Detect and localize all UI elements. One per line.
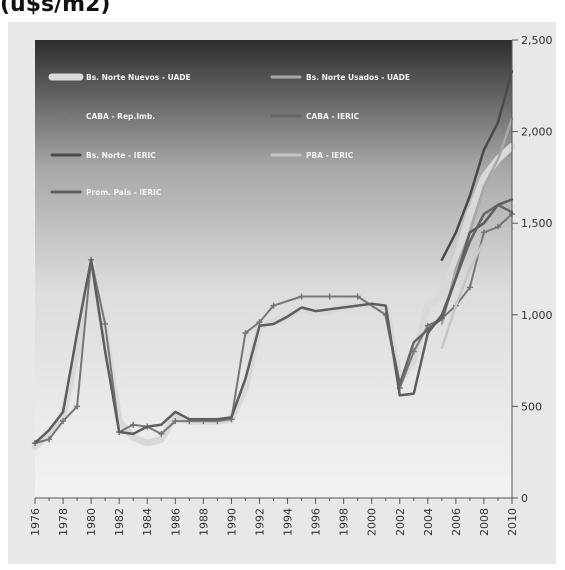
series-2-point-24 [424, 322, 431, 329]
x-tick-label-10: 1996 [310, 508, 323, 536]
series-2-point-5 [102, 320, 109, 327]
y-tick-label-4: 2,000 [521, 126, 553, 139]
x-tick-label-11: 1998 [338, 508, 351, 536]
series-2-point-10 [172, 418, 179, 425]
legend-label-4: Bs. Norte - IERIC [86, 151, 156, 160]
series-2-point-19 [326, 293, 333, 300]
y-tick-label-3: 1,500 [521, 217, 553, 230]
y-tick-label-0: 0 [521, 492, 528, 505]
series-line-5 [440, 227, 514, 350]
series-line-6 [33, 198, 514, 445]
series-2-point-1 [46, 436, 53, 443]
series-2-point-15 [242, 330, 249, 337]
series-line-1 [440, 117, 514, 326]
x-tick-label-14: 2004 [422, 508, 435, 536]
x-tick-label-8: 1992 [253, 508, 266, 536]
x-tick-label-17: 2010 [506, 508, 519, 536]
x-tick-label-16: 2008 [478, 508, 491, 536]
legend-item-1: Bs. Norte Usados - UADE [270, 73, 410, 82]
y-tick-label-2: 1,000 [521, 309, 553, 322]
x-tick-label-13: 2002 [394, 508, 407, 536]
chart-title: (u$s/m2) [0, 0, 111, 17]
series-2-point-20 [354, 293, 361, 300]
series-line-4 [440, 69, 514, 262]
legend-item-3: CABA - IERIC [270, 112, 360, 121]
series-2-point-7 [130, 421, 137, 428]
series-2-point-9 [158, 430, 165, 437]
series-2-point-17 [270, 302, 277, 309]
x-tick-label-1: 1978 [57, 508, 70, 536]
axes: 1976 1978 1980 1982 1984 1986 1988 1990 1992 1994… [29, 34, 553, 536]
x-tick-label-7: 1990 [225, 508, 238, 536]
legend-label-5: PBA - IERIC [306, 151, 354, 160]
series-2-point-2 [60, 418, 67, 425]
series-2-point-28 [480, 229, 487, 236]
series-2-point-3 [74, 403, 81, 410]
x-tick-label-3: 1982 [113, 508, 126, 536]
x-tick-label-4: 1984 [141, 508, 154, 536]
x-tick-label-9: 1994 [282, 508, 295, 536]
legend-label-6: Prom. País - IERIC [86, 188, 162, 197]
legend-label-3: CABA - IERIC [306, 112, 360, 121]
legend-item-6: Prom. País - IERIC [50, 188, 162, 197]
series-2-point-27 [466, 284, 473, 291]
legend-item-4: Bs. Norte - IERIC [50, 151, 156, 160]
legend-item-0: Bs. Norte Nuevos - UADE [48, 73, 191, 82]
x-tick-label-0: 1976 [29, 508, 42, 536]
x-tick-label-6: 1988 [197, 508, 210, 536]
series-2-point-16 [256, 319, 263, 326]
x-tick-label-12: 2000 [366, 508, 379, 536]
x-tick-label-15: 2006 [450, 508, 463, 536]
x-tick-label-5: 1986 [169, 508, 182, 536]
y-tick-label-5: 2,500 [521, 34, 553, 47]
plot-background [35, 40, 512, 498]
legend-label-1: Bs. Norte Usados - UADE [306, 73, 410, 82]
x-tick-label-2: 1980 [85, 508, 98, 536]
series-layer [31, 69, 516, 451]
series-2-point-18 [298, 293, 305, 300]
legend-label-0: Bs. Norte Nuevos - UADE [86, 73, 191, 82]
legend-item-2: CABA - Rep.Imb. [50, 112, 155, 121]
y-tick-label-1: 500 [521, 400, 542, 413]
legend-item-5: PBA - IERIC [270, 151, 354, 160]
legend-label-2: CABA - Rep.Imb. [86, 112, 155, 121]
series-2-point-29 [494, 223, 501, 230]
legend: Bs. Norte Nuevos - UADE Bs. Norte Usados … [48, 73, 410, 197]
